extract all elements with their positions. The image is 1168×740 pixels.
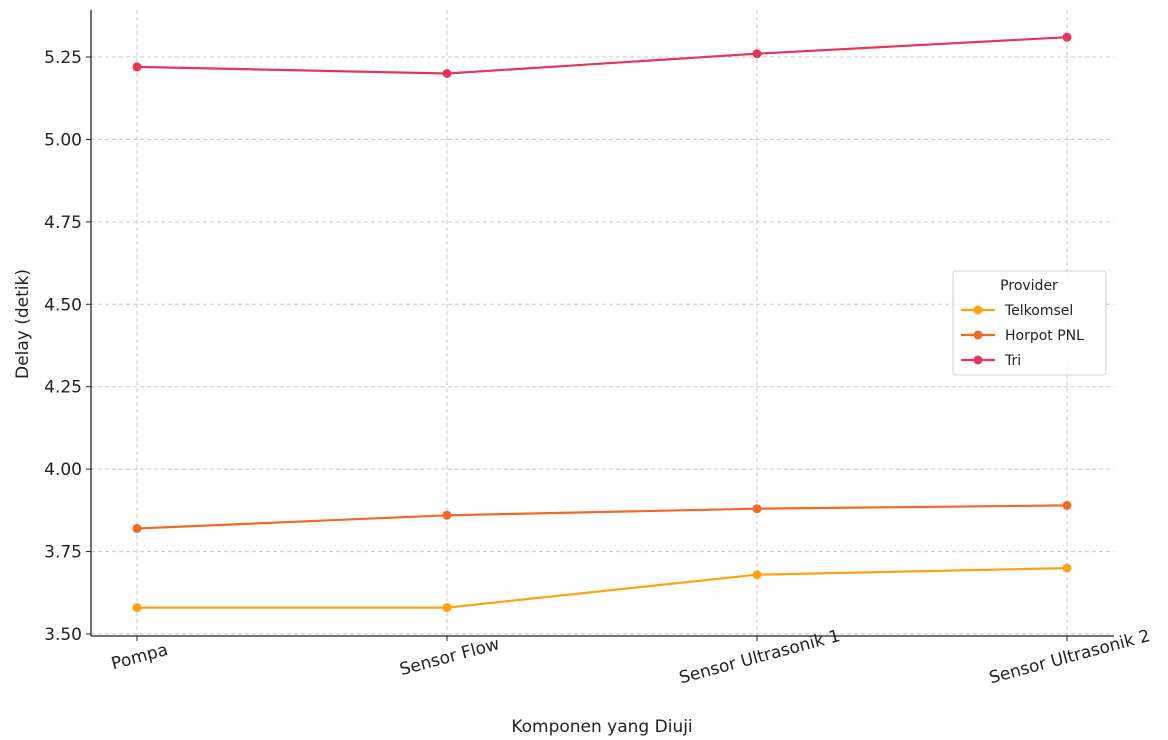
series (132, 32, 1072, 613)
y-tick-label: 5.00 (44, 130, 82, 150)
y-tick-label: 5.25 (44, 48, 82, 68)
legend-label: Horpot PNL (1005, 328, 1084, 344)
series-line (136, 504, 1068, 530)
series-line (137, 567, 1068, 609)
y-ticks: 3.50 3.75 4.00 4.25 4.50 4.75 5.00 5.25 (44, 48, 91, 645)
legend: Provider Telkomsel Horpot PNL Tri (952, 270, 1107, 376)
x-axis-title: Komponen yang Diuji (511, 717, 692, 737)
legend-label: Telkomsel (1004, 303, 1073, 319)
data-point (752, 570, 762, 580)
y-tick-label: 3.75 (44, 543, 82, 563)
legend-marker (973, 355, 983, 365)
data-point (132, 603, 142, 613)
legend-entries: Telkomsel Horpot PNL Tri (961, 303, 1084, 369)
data-point (442, 69, 452, 78)
y-tick-label: 3.50 (44, 625, 82, 645)
series-horpot-pnl (132, 500, 1072, 533)
data-point (442, 603, 452, 613)
data-point (752, 49, 762, 59)
y-tick-label: 4.50 (44, 295, 82, 315)
y-axis-title: Delay (detik) (13, 269, 33, 379)
data-point (1062, 500, 1072, 510)
legend-entry: Tri (961, 353, 1021, 369)
legend-entry: Horpot PNL (961, 328, 1084, 344)
data-point (442, 510, 452, 520)
y-tick-label: 4.00 (44, 460, 82, 480)
data-point (132, 524, 142, 533)
y-tick-label: 4.75 (44, 213, 82, 233)
legend-entry: Telkomsel (961, 303, 1073, 319)
legend-label: Tri (1004, 353, 1021, 369)
legend-marker (973, 305, 983, 315)
data-point (752, 504, 762, 514)
data-point (132, 62, 142, 72)
x-tick-label: Sensor Flow (398, 634, 502, 680)
legend-title: Provider (1000, 278, 1058, 294)
x-tick-label: Pompa (109, 640, 170, 674)
series-line (136, 36, 1068, 75)
legend-marker (973, 330, 983, 340)
axes (90, 10, 1114, 637)
data-point (1062, 563, 1072, 573)
series-telkomsel (132, 563, 1072, 613)
data-point (1062, 32, 1072, 42)
legend-box (952, 270, 1107, 376)
y-tick-label: 4.25 (44, 378, 82, 398)
series-tri (132, 32, 1072, 78)
